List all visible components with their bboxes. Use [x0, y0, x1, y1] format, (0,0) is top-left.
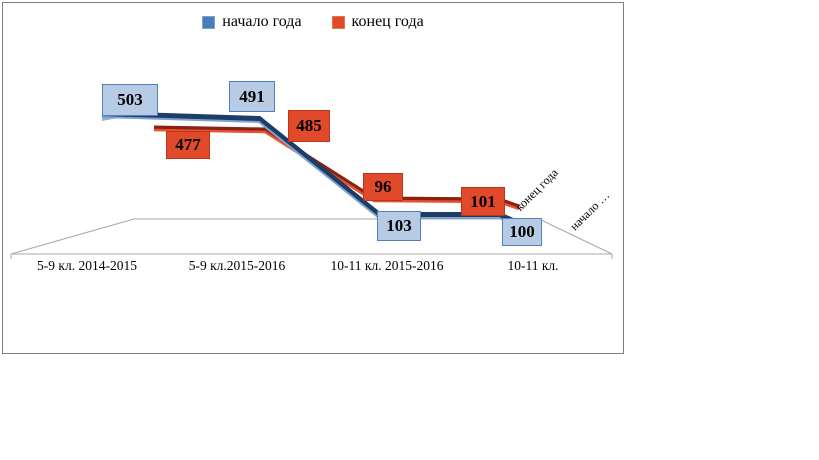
plot-lines — [10, 110, 613, 259]
chart-area: начало года конец года 503 491 — [2, 2, 624, 354]
legend-swatch-red-icon — [331, 15, 345, 29]
data-label-end-1011: 101 — [461, 187, 505, 216]
x-axis-label-1: 5-9 кл.2015-2016 — [188, 258, 286, 273]
legend-label-konets-goda: конец года — [351, 13, 424, 30]
series-konets-goda-highlight — [153, 128, 520, 211]
data-label-begin-1011-2015: 103 — [377, 211, 421, 241]
data-label-end-2014: 477 — [166, 131, 210, 159]
data-label-end-2015: 485 — [288, 110, 330, 142]
legend-label-nachalo-goda: начало года — [222, 13, 302, 30]
x-axis-label-3: 10-11 кл. — [507, 258, 559, 273]
data-label-end-1011-2015: 96 — [363, 173, 403, 201]
x-axis-label-0: 5-9 кл. 2014-2015 — [37, 258, 137, 273]
floor-right-edge — [538, 218, 613, 255]
x-axis-label-2: 10-11 кл. 2015-2016 — [330, 258, 444, 273]
legend-item-nachalo-goda: начало года — [202, 13, 302, 31]
legend-item-konets-goda: конец года — [331, 13, 424, 31]
legend: начало года конец года — [3, 13, 623, 31]
floor-back-edge — [10, 218, 539, 255]
data-label-begin-2014: 503 — [102, 84, 158, 116]
legend-swatch-blue-icon — [202, 15, 216, 29]
data-label-begin-2015: 491 — [229, 81, 275, 112]
data-label-begin-1011: 100 — [502, 218, 542, 246]
